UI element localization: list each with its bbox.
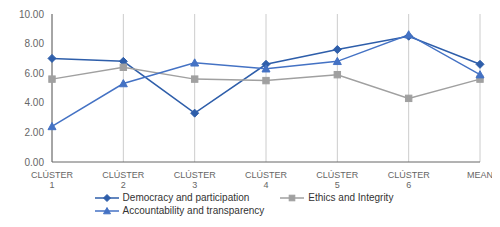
html-text:Accountability and transparenc: Accountability and transparency bbox=[122, 205, 265, 216]
svg-text:CLÚSTER4: CLÚSTER4 bbox=[245, 170, 288, 190]
svg-text:CLÚSTER5: CLÚSTER5 bbox=[316, 170, 359, 190]
svg-text:8.00: 8.00 bbox=[25, 38, 45, 49]
svg-text:MEAN: MEAN bbox=[467, 170, 492, 180]
svg-text:2.00: 2.00 bbox=[25, 127, 45, 138]
html-text:Democracy and participation: Democracy and participation bbox=[122, 192, 250, 203]
svg-text:10.00: 10.00 bbox=[19, 9, 44, 20]
svg-text:CLÚSTER6: CLÚSTER6 bbox=[388, 170, 431, 190]
svg-text:CLÚSTER1: CLÚSTER1 bbox=[31, 170, 74, 190]
svg-text:0.00: 0.00 bbox=[25, 157, 45, 168]
svg-text:6.00: 6.00 bbox=[25, 68, 45, 79]
svg-text:CLÚSTER2: CLÚSTER2 bbox=[102, 170, 145, 190]
svg-text:4.00: 4.00 bbox=[25, 97, 45, 108]
svg-text:CLÚSTER3: CLÚSTER3 bbox=[174, 170, 217, 190]
html-text:Ethics and Integrity: Ethics and Integrity bbox=[308, 192, 394, 203]
